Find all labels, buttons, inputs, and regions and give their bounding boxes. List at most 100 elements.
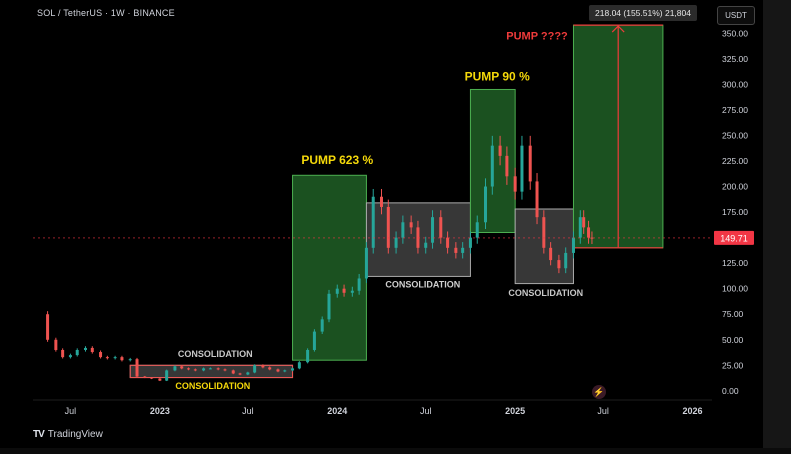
right-margin [763, 0, 791, 454]
candle-body [99, 352, 103, 358]
candle-body [173, 366, 177, 371]
candle-body [268, 367, 272, 370]
candle-body [409, 222, 413, 228]
candle-body [276, 369, 280, 372]
candle-body [446, 237, 450, 248]
currency-button[interactable]: USDT [717, 6, 755, 25]
x-tick-label: Jul [597, 406, 609, 416]
consolidation-label-2: CONSOLIDATION [385, 280, 460, 290]
candle-body [571, 237, 575, 253]
y-tick-label: 100.00 [722, 284, 748, 294]
bottom-margin [0, 448, 791, 454]
candle-body [180, 366, 184, 369]
candle-body [158, 378, 162, 381]
candle-body [394, 237, 398, 248]
last-price-label: 149.71 [720, 233, 748, 243]
y-tick-label: 275.00 [722, 105, 748, 115]
candle-body [386, 206, 390, 248]
candle-body [542, 217, 546, 248]
y-tick-label: 50.00 [722, 335, 744, 345]
y-tick-label: 125.00 [722, 258, 748, 268]
candle-body [113, 357, 117, 359]
candle-body [327, 293, 331, 320]
candle-body [468, 237, 472, 248]
candle-body [578, 217, 582, 238]
candle-body [416, 227, 420, 248]
brand-label: TradingView [47, 429, 103, 440]
tv-icon: TV [33, 429, 45, 440]
y-tick-label: 200.00 [722, 182, 748, 192]
zone-consolidation-0 [129, 364, 294, 379]
candle-body [320, 319, 324, 332]
candle-body [379, 196, 383, 207]
zone-pump-1 [292, 174, 367, 361]
x-tick-label: 2023 [150, 406, 170, 416]
lightning-icon[interactable]: ⚡ [592, 385, 606, 399]
candle-body [350, 290, 354, 293]
candle-body [557, 260, 561, 269]
candle-body [105, 357, 109, 359]
pump-label-3: PUMP ???? [506, 30, 568, 42]
x-tick-label: 2025 [505, 406, 525, 416]
candle-body [231, 370, 235, 374]
candle-body [335, 288, 339, 294]
pump-label-2: PUMP 90 % [465, 69, 530, 83]
measure-readout: 218.04 (155.51%) 21,804 [589, 5, 697, 21]
candle-body [202, 368, 206, 371]
candle-body [364, 247, 368, 279]
candle-body [150, 377, 154, 379]
y-tick-label: 75.00 [722, 309, 744, 319]
y-tick-label: 175.00 [722, 207, 748, 217]
candle-body [120, 357, 124, 361]
consolidation-label-1: CONSOLIDATION [178, 349, 253, 359]
x-tick-label: Jul [242, 406, 254, 416]
candle-body [587, 227, 591, 238]
candle-body [283, 370, 287, 372]
candle-body [216, 368, 220, 370]
candle-body [590, 237, 594, 239]
candle-body [208, 368, 212, 370]
candle-body [68, 355, 72, 358]
candle-body [291, 368, 295, 371]
candle-body [535, 181, 539, 218]
candle-body [135, 359, 139, 377]
y-tick-label: 300.00 [722, 79, 748, 89]
candle-body [165, 370, 169, 381]
projection-arrow-head [611, 25, 625, 33]
symbol-title[interactable]: SOL / TetherUS · 1W · BINANCE [37, 8, 175, 18]
candle-body [342, 288, 346, 293]
consolidation-label-3: CONSOLIDATION [508, 288, 583, 298]
consolidation-label-1b: CONSOLIDATION [175, 381, 250, 391]
candle-body [143, 376, 147, 378]
x-tick-label: 2026 [683, 406, 703, 416]
candle-body [454, 247, 458, 253]
pump-label-1: PUMP 623 % [301, 153, 373, 167]
candle-body [75, 349, 79, 356]
x-tick-label: Jul [65, 406, 77, 416]
y-tick-label: 25.00 [722, 360, 744, 370]
candle-body [297, 362, 301, 369]
candle-body [193, 369, 197, 371]
candle-body [528, 145, 532, 182]
x-tick-label: 2024 [327, 406, 347, 416]
candle-body [484, 186, 488, 223]
candle-body [371, 196, 375, 248]
y-tick-label: 250.00 [722, 130, 748, 140]
candle-body [498, 145, 502, 156]
candle-body [401, 222, 405, 238]
candle-body [513, 176, 517, 192]
candle-body [253, 365, 257, 373]
zone-outline-red [129, 364, 294, 379]
candle-body [461, 247, 465, 253]
candle-body [223, 369, 227, 371]
candle-body [582, 217, 586, 228]
candle-body [312, 331, 316, 350]
candle-body [564, 252, 568, 269]
candle-body [431, 217, 435, 243]
tradingview-logo[interactable]: TV TradingView [33, 429, 103, 440]
candle-body [357, 278, 361, 291]
candle-body [306, 349, 310, 363]
y-tick-label: 0.00 [722, 386, 739, 396]
y-tick-label: 350.00 [722, 28, 748, 38]
